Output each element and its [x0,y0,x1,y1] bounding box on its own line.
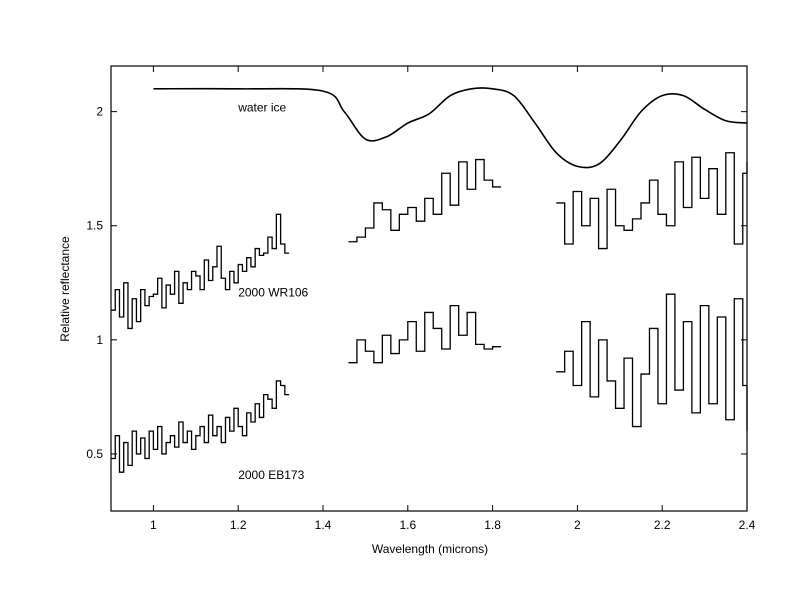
series-line-water-ice [153,87,748,169]
series-step-2000-eb173-segment-2 [556,293,748,432]
y-tick-label: 1.5 [86,219,103,233]
x-tick-label: 2 [574,518,581,532]
series-layer [111,87,748,473]
x-tick-label: 1.6 [399,518,416,532]
plot-frame [110,65,748,512]
annotation-2000-wr106: 2000 WR106 [238,285,308,299]
annotation-2000-eb173: 2000 EB173 [238,468,304,482]
x-tick-label: 1.4 [315,518,332,532]
x-tick-label: 1.8 [484,518,501,532]
y-axis-label: Relative reflectance [58,236,72,342]
y-tick-label: 2 [96,105,103,119]
series-step-2000-eb173-segment-1 [348,304,502,364]
x-tick-label: 1 [150,518,157,532]
annotation-layer: water ice 2000 WR106 2000 EB173 [237,101,308,482]
x-axis-ticks: 1 1.2 1.4 1.6 1.8 2 2.2 2.4 [150,66,756,532]
x-tick-label: 2.2 [654,518,671,532]
series-step-2000-wr106-segment-0 [111,213,290,330]
y-tick-label: 0.5 [86,447,103,461]
series-step-2000-wr106-segment-2 [556,152,748,250]
x-tick-label: 1.2 [230,518,247,532]
x-axis-label: Wavelength (microns) [372,542,488,556]
series-step-2000-eb173-segment-0 [111,380,290,473]
y-tick-label: 1 [96,333,103,347]
annotation-water-ice: water ice [237,101,286,115]
x-tick-label: 2.4 [739,518,756,532]
y-axis-ticks: 0.5 1 1.5 2 [86,105,747,461]
series-step-2000-wr106-segment-1 [348,158,502,243]
